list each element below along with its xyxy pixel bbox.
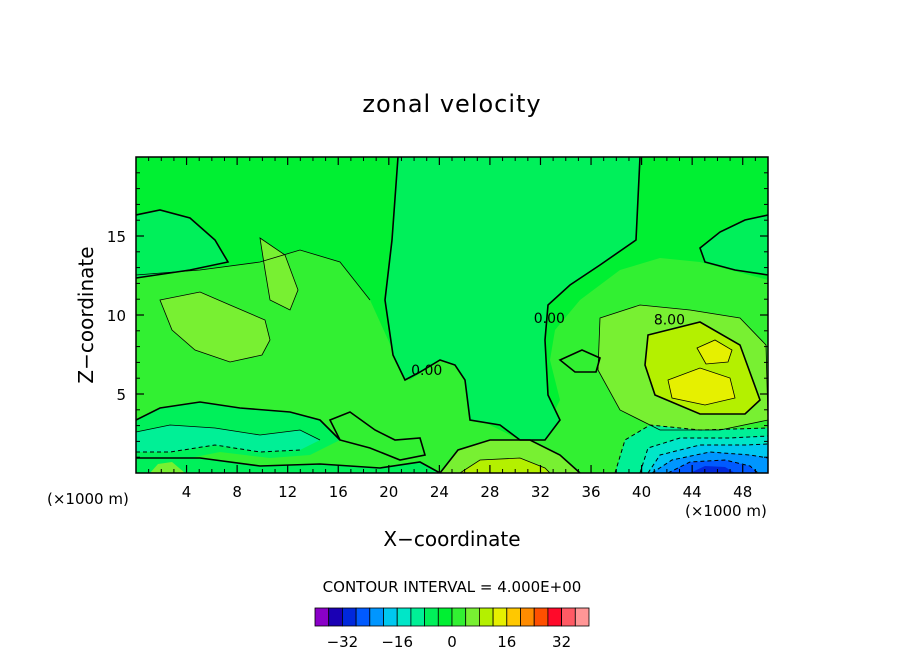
contour-lines-thin bbox=[136, 237, 768, 473]
region-negative-upper-left bbox=[136, 210, 228, 278]
y-tick-label: 15 bbox=[107, 228, 126, 246]
x-unit-label-right: (×1000 m) bbox=[685, 502, 767, 520]
region-right-max-2 bbox=[697, 340, 732, 364]
contour-label: 0.00 bbox=[534, 311, 565, 327]
contour-line-6 bbox=[136, 457, 441, 473]
contour-line-5 bbox=[136, 401, 341, 441]
colorbar-swatch bbox=[355, 607, 371, 627]
contour-interval-text: CONTOUR INTERVAL = 4.000E+00 bbox=[323, 578, 582, 596]
colorbar-tick-label: 32 bbox=[552, 633, 571, 651]
contour-line-18 bbox=[614, 424, 768, 473]
x-tick-label: 48 bbox=[733, 483, 752, 501]
colorbar-tick-label: −16 bbox=[381, 633, 413, 651]
colorbar-swatch bbox=[465, 607, 480, 627]
x-tick-label: 40 bbox=[632, 483, 651, 501]
colorbar-swatch bbox=[369, 607, 384, 627]
colorbar-swatch bbox=[533, 607, 549, 627]
colorbar-tick-label: 16 bbox=[497, 633, 516, 651]
contour-line-14 bbox=[667, 367, 736, 406]
x-tick-label: 36 bbox=[581, 483, 600, 501]
y-tick-label: 10 bbox=[107, 307, 126, 325]
contour-line-3 bbox=[699, 214, 768, 276]
region-jet-right-6 bbox=[690, 466, 735, 473]
colorbar-swatch bbox=[410, 607, 425, 627]
x-tick-label: 44 bbox=[683, 483, 702, 501]
contour-line-4 bbox=[644, 321, 761, 415]
colorbar-swatch bbox=[520, 607, 535, 627]
contour-line-13 bbox=[597, 304, 768, 431]
colorbar-swatch bbox=[383, 607, 398, 627]
y-axis-ticks: 5 10 15 bbox=[107, 172, 768, 458]
contour-line-21 bbox=[651, 451, 768, 473]
region-negative-upper-right bbox=[700, 215, 768, 275]
x-tick-label: 28 bbox=[480, 483, 499, 501]
region-upper-blob bbox=[260, 238, 298, 310]
region-right-max-1 bbox=[668, 368, 735, 405]
contour-label: 8.00 bbox=[654, 312, 685, 328]
region-left-lobe bbox=[160, 292, 270, 362]
x-tick-label: 4 bbox=[182, 483, 192, 501]
colorbar-tick-label: 0 bbox=[447, 633, 457, 651]
contour-line-2 bbox=[384, 157, 641, 441]
colorbar-swatch bbox=[328, 607, 343, 627]
chart-title: zonal velocity bbox=[362, 90, 541, 118]
colorbar-swatch bbox=[451, 607, 467, 627]
contour-line-8 bbox=[328, 411, 427, 461]
contour-line-11 bbox=[159, 291, 271, 363]
x-tick-label: 24 bbox=[430, 483, 449, 501]
contour-lines-dashed bbox=[136, 424, 768, 473]
colorbar-swatch bbox=[341, 607, 357, 627]
contour-field bbox=[136, 157, 768, 473]
x-tick-label: 16 bbox=[329, 483, 348, 501]
colorbar-swatch bbox=[314, 607, 330, 627]
contour-line-20 bbox=[647, 443, 768, 473]
contour-line-15 bbox=[696, 339, 733, 365]
colorbar-tick-labels: −32 −16 0 16 32 bbox=[327, 633, 572, 651]
contour-line-17 bbox=[136, 424, 321, 441]
x-axis-ticks: 4 8 12 16 20 24 28 32 36 40 44 48 bbox=[148, 157, 756, 501]
contour-labels: 0.00 0.00 8.00 bbox=[411, 311, 685, 379]
region-surface-left-2 bbox=[136, 425, 320, 452]
colorbar-tick-label: −32 bbox=[327, 633, 359, 651]
colorbar-swatch bbox=[478, 607, 494, 627]
colorbar-swatch bbox=[561, 607, 576, 627]
contour-line-22 bbox=[667, 459, 759, 473]
y-tick-label: 5 bbox=[116, 386, 126, 404]
x-tick-label: 12 bbox=[278, 483, 297, 501]
region-surface-left-core bbox=[150, 462, 185, 473]
contour-line-16 bbox=[459, 457, 551, 473]
x-axis-label: X−coordinate bbox=[383, 527, 520, 551]
colorbar-swatch bbox=[547, 607, 563, 627]
contour-line-1 bbox=[136, 209, 230, 279]
colorbar-swatch bbox=[492, 607, 508, 627]
y-axis-label: Z−coordinate bbox=[74, 246, 98, 383]
colorbar-swatch bbox=[396, 607, 412, 627]
contour-lines bbox=[136, 157, 768, 473]
x-unit-label-left: (×1000 m) bbox=[47, 490, 129, 508]
contour-label: 0.00 bbox=[411, 363, 442, 379]
colorbar-swatch bbox=[437, 607, 453, 627]
contour-line-10 bbox=[136, 249, 371, 301]
x-tick-label: 32 bbox=[531, 483, 550, 501]
colorbar bbox=[314, 607, 590, 627]
contour-line-12 bbox=[259, 237, 299, 311]
contour-line-23 bbox=[136, 444, 301, 453]
x-tick-label: 20 bbox=[379, 483, 398, 501]
contour-line-7 bbox=[439, 439, 581, 473]
colorbar-swatch bbox=[506, 607, 521, 627]
colorbar-swatch bbox=[574, 607, 590, 627]
contour-line-19 bbox=[639, 435, 768, 473]
region-central-tongue bbox=[385, 157, 640, 440]
x-tick-label: 8 bbox=[232, 483, 242, 501]
colorbar-swatch bbox=[424, 607, 439, 627]
